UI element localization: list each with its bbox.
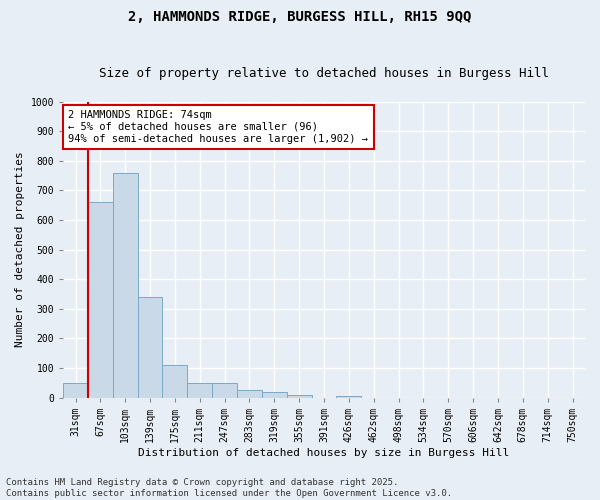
Bar — [137, 297, 163, 398]
Bar — [212, 383, 237, 398]
Bar — [187, 383, 212, 398]
X-axis label: Distribution of detached houses by size in Burgess Hill: Distribution of detached houses by size … — [139, 448, 509, 458]
Y-axis label: Number of detached properties: Number of detached properties — [15, 152, 25, 348]
Text: 2 HAMMONDS RIDGE: 74sqm
← 5% of detached houses are smaller (96)
94% of semi-det: 2 HAMMONDS RIDGE: 74sqm ← 5% of detached… — [68, 110, 368, 144]
Bar — [113, 172, 137, 398]
Bar — [63, 383, 88, 398]
Bar — [88, 202, 113, 398]
Text: 2, HAMMONDS RIDGE, BURGESS HILL, RH15 9QQ: 2, HAMMONDS RIDGE, BURGESS HILL, RH15 9Q… — [128, 10, 472, 24]
Bar — [337, 396, 361, 398]
Bar — [163, 365, 187, 398]
Text: Contains HM Land Registry data © Crown copyright and database right 2025.
Contai: Contains HM Land Registry data © Crown c… — [6, 478, 452, 498]
Bar — [262, 392, 287, 398]
Bar — [287, 394, 311, 398]
Bar — [237, 390, 262, 398]
Title: Size of property relative to detached houses in Burgess Hill: Size of property relative to detached ho… — [99, 66, 549, 80]
